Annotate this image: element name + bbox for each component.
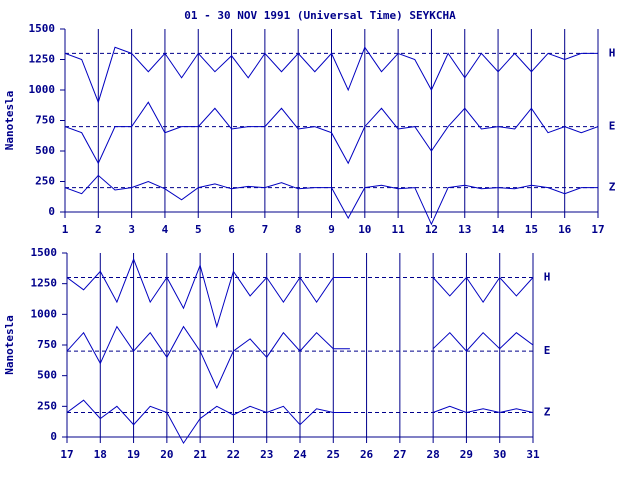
x-tick-label: 21 bbox=[194, 448, 208, 461]
x-tick-label: 4 bbox=[162, 223, 169, 236]
y-tick-label: 1250 bbox=[31, 277, 58, 290]
series-label: E bbox=[544, 344, 551, 357]
x-tick-label: 6 bbox=[228, 223, 235, 236]
series-label: H bbox=[609, 46, 616, 59]
y-tick-label: 0 bbox=[48, 205, 55, 218]
series-label: H bbox=[544, 271, 551, 284]
x-tick-label: 15 bbox=[525, 223, 538, 236]
x-tick-label: 17 bbox=[60, 448, 73, 461]
x-tick-label: 28 bbox=[427, 448, 440, 461]
trace bbox=[67, 325, 533, 390]
y-axis-label: Nanotesla bbox=[3, 91, 16, 151]
x-tick-label: 22 bbox=[227, 448, 240, 461]
y-tick-label: 250 bbox=[37, 399, 57, 412]
x-tick-label: 3 bbox=[128, 223, 135, 236]
y-tick-label: 1000 bbox=[31, 307, 58, 320]
y-tick-label: 500 bbox=[37, 369, 57, 382]
series-label: E bbox=[609, 120, 616, 133]
y-tick-label: 1000 bbox=[29, 83, 56, 96]
x-tick-label: 31 bbox=[526, 448, 540, 461]
y-tick-label: 250 bbox=[35, 175, 55, 188]
trace bbox=[67, 257, 533, 329]
x-tick-label: 20 bbox=[160, 448, 173, 461]
y-tick-label: 750 bbox=[35, 114, 55, 127]
trace bbox=[67, 399, 533, 445]
x-tick-label: 8 bbox=[295, 223, 302, 236]
x-tick-label: 18 bbox=[94, 448, 107, 461]
x-tick-label: 19 bbox=[127, 448, 140, 461]
x-tick-label: 9 bbox=[328, 223, 335, 236]
y-tick-label: 0 bbox=[50, 430, 57, 443]
x-tick-label: 23 bbox=[260, 448, 273, 461]
x-tick-label: 16 bbox=[558, 223, 572, 236]
series-label: Z bbox=[544, 405, 551, 418]
x-tick-label: 30 bbox=[493, 448, 506, 461]
x-tick-label: 12 bbox=[425, 223, 438, 236]
chart-title: 01 - 30 NOV 1991 (Universal Time) SEYKCH… bbox=[184, 9, 456, 22]
series-label: Z bbox=[609, 181, 616, 194]
x-tick-label: 11 bbox=[392, 223, 406, 236]
y-tick-label: 1250 bbox=[29, 53, 56, 66]
trace bbox=[65, 174, 598, 226]
x-tick-label: 13 bbox=[458, 223, 471, 236]
x-tick-label: 1 bbox=[62, 223, 69, 236]
x-tick-label: 17 bbox=[591, 223, 604, 236]
y-tick-label: 1500 bbox=[29, 22, 56, 35]
y-tick-label: 750 bbox=[37, 338, 57, 351]
trace bbox=[65, 46, 598, 104]
x-tick-label: 5 bbox=[195, 223, 202, 236]
x-tick-label: 29 bbox=[460, 448, 473, 461]
x-tick-label: 27 bbox=[393, 448, 406, 461]
x-tick-label: 14 bbox=[491, 223, 505, 236]
y-axis-label: Nanotesla bbox=[3, 315, 16, 375]
trace bbox=[65, 101, 598, 165]
x-tick-label: 25 bbox=[327, 448, 340, 461]
x-tick-label: 10 bbox=[358, 223, 371, 236]
y-tick-label: 500 bbox=[35, 144, 55, 157]
x-tick-label: 24 bbox=[293, 448, 307, 461]
x-tick-label: 7 bbox=[262, 223, 269, 236]
x-tick-label: 26 bbox=[360, 448, 374, 461]
y-tick-label: 1500 bbox=[31, 246, 58, 259]
x-tick-label: 2 bbox=[95, 223, 102, 236]
